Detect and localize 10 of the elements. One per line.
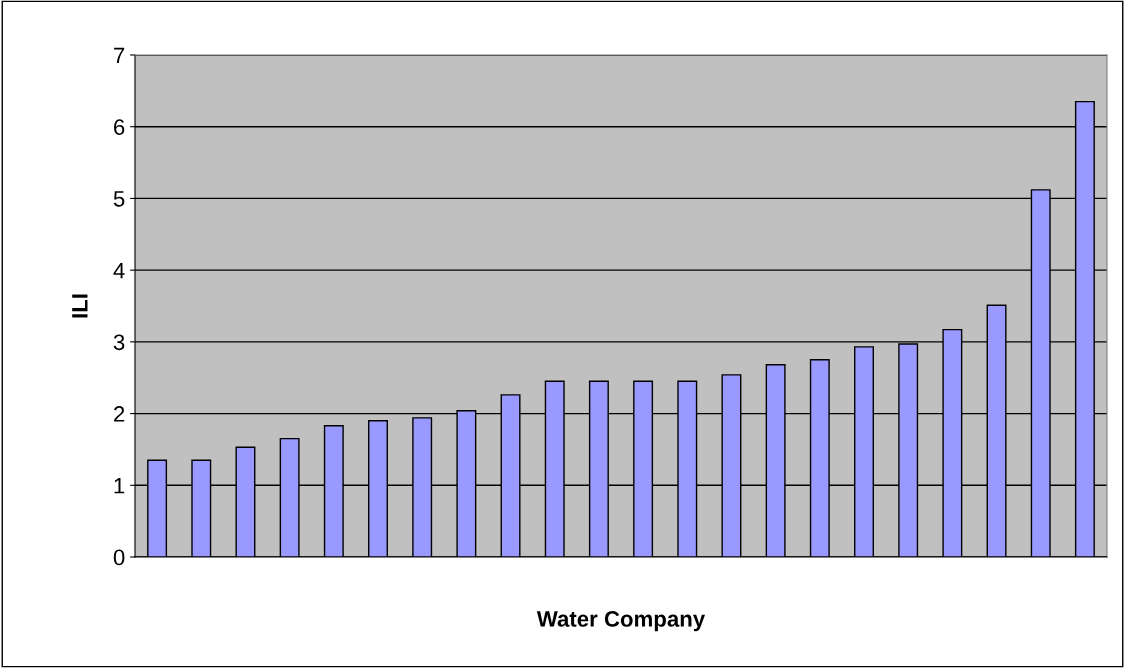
y-tick-label: 5 — [113, 191, 125, 207]
x-axis-title: Water Company — [536, 611, 706, 632]
y-tick-label: 2 — [114, 406, 125, 422]
y-tick-label: 1 — [114, 478, 125, 494]
y-tick-label: 3 — [113, 334, 125, 351]
y-axis-title: ILI — [72, 294, 88, 318]
y-tick-label: 7 — [114, 47, 125, 64]
y-tick-label: 0 — [113, 549, 125, 566]
y-tick-label: 6 — [114, 119, 125, 135]
y-tick-label: 4 — [113, 262, 125, 279]
